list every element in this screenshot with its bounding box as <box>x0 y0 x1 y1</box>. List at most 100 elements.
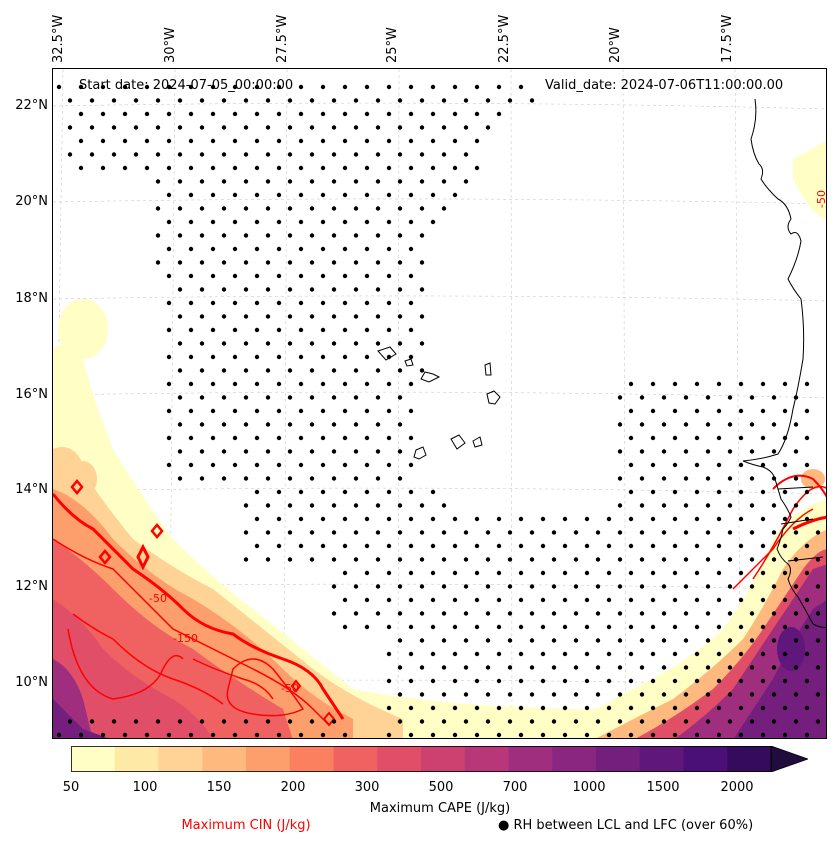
rh-stipple-dot <box>243 368 249 373</box>
rh-stipple-dot <box>276 489 282 495</box>
rh-stipple-dot <box>430 192 436 198</box>
rh-stipple-dot <box>188 732 194 738</box>
rh-stipple-dot <box>408 138 414 144</box>
rh-stipple-dot <box>782 381 788 387</box>
rh-stipple-dot <box>342 597 348 603</box>
rh-stipple-dot <box>595 665 601 670</box>
lon-label-27.5W: 27.5°W <box>275 14 290 63</box>
rh-stipple-dot <box>628 570 634 576</box>
rh-stipple-dot <box>628 489 634 495</box>
rh-stipple-dot <box>474 138 480 144</box>
rh-stipple-dot <box>309 98 315 103</box>
rh-stipple-dot <box>650 570 656 576</box>
rh-stipple-dot <box>254 543 260 549</box>
map-canvas: -50 -150 -50 -50 <box>53 69 826 738</box>
rh-stipple-dot <box>782 597 788 603</box>
rh-stipple-dot <box>375 233 381 238</box>
rh-stipple-dot <box>540 732 546 738</box>
rh-stipple-dot <box>694 624 700 630</box>
rh-stipple-dot <box>694 462 700 468</box>
rh-stipple-dot <box>232 273 238 279</box>
rh-stipple-dot <box>287 179 293 184</box>
rh-stipple-dot <box>650 705 656 711</box>
rh-stipple-dot <box>243 152 249 157</box>
rh-stipple-dot <box>221 719 227 724</box>
rh-stipple-dot <box>782 408 788 414</box>
rh-stipple-dot <box>122 732 128 738</box>
rh-stipple-dot <box>573 665 579 670</box>
rh-stipple-dot <box>408 219 414 225</box>
rh-stipple-dot <box>606 705 612 711</box>
lat-label-22N: 22°N <box>15 98 48 113</box>
rh-stipple-dot <box>188 327 194 333</box>
rh-stipple-dot <box>617 530 623 535</box>
rh-stipple-dot <box>188 165 194 171</box>
rh-stipple-dot <box>496 543 502 549</box>
cin-contour-label-50-west: -50 <box>149 592 167 605</box>
rh-stipple-dot <box>320 219 326 225</box>
rh-stipple-dot <box>100 84 106 90</box>
rh-stipple-dot <box>661 719 667 724</box>
rh-stipple-dot <box>265 368 271 373</box>
rh-stipple-dot <box>727 665 733 670</box>
rh-stipple-dot <box>518 705 524 711</box>
rh-stipple-dot <box>364 381 370 387</box>
rh-stipple-dot <box>199 287 205 292</box>
rh-stipple-dot <box>430 138 436 144</box>
rh-stipple-dot <box>397 557 403 562</box>
rh-stipple-dot <box>331 584 337 589</box>
rh-stipple-dot <box>650 381 656 387</box>
rh-stipple-dot <box>738 381 744 387</box>
rh-stipple-dot <box>595 692 601 697</box>
rh-stipple-dot <box>320 138 326 144</box>
rh-stipple-dot <box>606 624 612 630</box>
rh-stipple-dot <box>375 584 381 589</box>
rh-stipple-dot <box>199 233 205 238</box>
rh-stipple-dot <box>408 327 414 333</box>
rh-stipple-dot <box>320 111 326 117</box>
rh-stipple-dot <box>518 651 524 657</box>
rh-stipple-dot <box>815 557 821 562</box>
rh-stipple-dot <box>738 516 744 522</box>
rh-stipple-dot <box>254 219 260 225</box>
rh-stipple-dot <box>331 206 337 211</box>
rh-stipple-dot <box>573 719 579 724</box>
rh-stipple-dot <box>606 570 612 576</box>
rh-stipple-dot <box>298 516 304 522</box>
rh-stipple-dot <box>364 165 370 171</box>
rh-stipple-dot <box>760 732 766 738</box>
rh-stipple-dot <box>485 719 491 724</box>
rh-stipple-dot <box>782 570 788 576</box>
rh-stipple-dot <box>705 476 711 481</box>
rh-stipple-dot <box>364 192 370 198</box>
rh-stipple-dot <box>551 692 557 697</box>
rh-stipple-dot <box>518 543 524 549</box>
rh-stipple-dot <box>166 273 172 279</box>
rh-stipple-dot <box>309 476 315 481</box>
rh-stipple-dot <box>584 651 590 657</box>
rh-stipple-dot <box>804 381 810 387</box>
rh-stipple-dot <box>353 233 359 238</box>
rh-stipple-dot <box>232 327 238 333</box>
rh-stipple-dot <box>177 206 183 211</box>
rh-stipple-dot <box>573 611 579 616</box>
rh-stipple-dot <box>320 543 326 549</box>
rh-stipple-dot <box>177 125 183 130</box>
rh-stipple-dot <box>672 435 678 441</box>
rh-stipple-dot <box>661 530 667 535</box>
rh-stipple-dot <box>375 557 381 562</box>
rh-stipple-dot <box>540 570 546 576</box>
rh-stipple-dot <box>683 611 689 616</box>
rh-stipple-dot <box>243 449 249 454</box>
rh-stipple-dot <box>210 435 216 441</box>
rh-stipple-dot <box>386 543 392 549</box>
rh-stipple-dot <box>353 314 359 319</box>
rh-stipple-dot <box>298 489 304 495</box>
rh-stipple-dot <box>408 732 414 738</box>
rh-stipple-dot <box>342 408 348 414</box>
rh-stipple-dot <box>364 462 370 468</box>
rh-stipple-dot <box>760 570 766 576</box>
rh-stipple-dot <box>320 462 326 468</box>
rh-stipple-dot <box>771 503 777 508</box>
rh-stipple-dot <box>309 314 315 319</box>
